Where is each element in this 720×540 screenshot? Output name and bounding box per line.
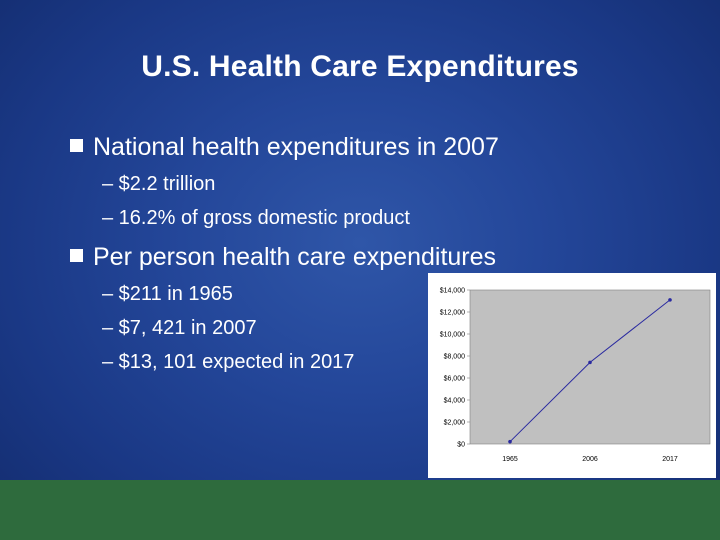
expenditure-chart: $0 $2,000 $4,000 $6,000 $8,000 $10,000 $12,000… <box>428 273 716 478</box>
footer-band <box>0 480 720 540</box>
data-point <box>508 439 512 444</box>
y-tick-label: $10,000 <box>440 332 465 339</box>
data-point <box>588 360 592 365</box>
x-tick-label: 2017 <box>662 456 678 463</box>
plot-area <box>469 289 711 445</box>
y-tick-label: $12,000 <box>440 310 465 317</box>
x-tick-label: 1965 <box>502 456 518 463</box>
sub-bullet-item: – $7, 421 in 2007 <box>102 317 257 339</box>
y-tick-label: $0 <box>457 442 465 449</box>
y-tick-label: $2,000 <box>444 420 466 427</box>
sub-bullet-item: – $2.2 trillion <box>102 173 216 195</box>
square-bullet-icon <box>70 249 83 262</box>
bullet-item: National health expenditures in 2007 <box>70 133 499 162</box>
bullet-text: Per person health care expenditures <box>93 243 497 271</box>
y-tick-label: $4,000 <box>444 398 466 405</box>
bullet-item: Per person health care expenditures <box>70 243 496 272</box>
slide-title: U.S. Health Care Expenditures <box>141 50 579 83</box>
sub-bullet-item: – 16.2% of gross domestic product <box>102 207 410 229</box>
y-tick-label: $8,000 <box>444 354 466 361</box>
square-bullet-icon <box>70 139 83 152</box>
y-tick-label: $14,000 <box>440 288 465 295</box>
sub-bullet-item: – $13, 101 expected in 2017 <box>102 351 355 373</box>
data-point <box>668 298 672 302</box>
x-tick-label: 2006 <box>582 456 598 463</box>
bullet-text: National health expenditures in 2007 <box>93 133 499 161</box>
sub-bullet-item: – $211 in 1965 <box>102 283 233 305</box>
y-tick-label: $6,000 <box>444 376 466 383</box>
chart-svg: $0 $2,000 $4,000 $6,000 $8,000 $10,000 $12,000… <box>440 288 711 463</box>
